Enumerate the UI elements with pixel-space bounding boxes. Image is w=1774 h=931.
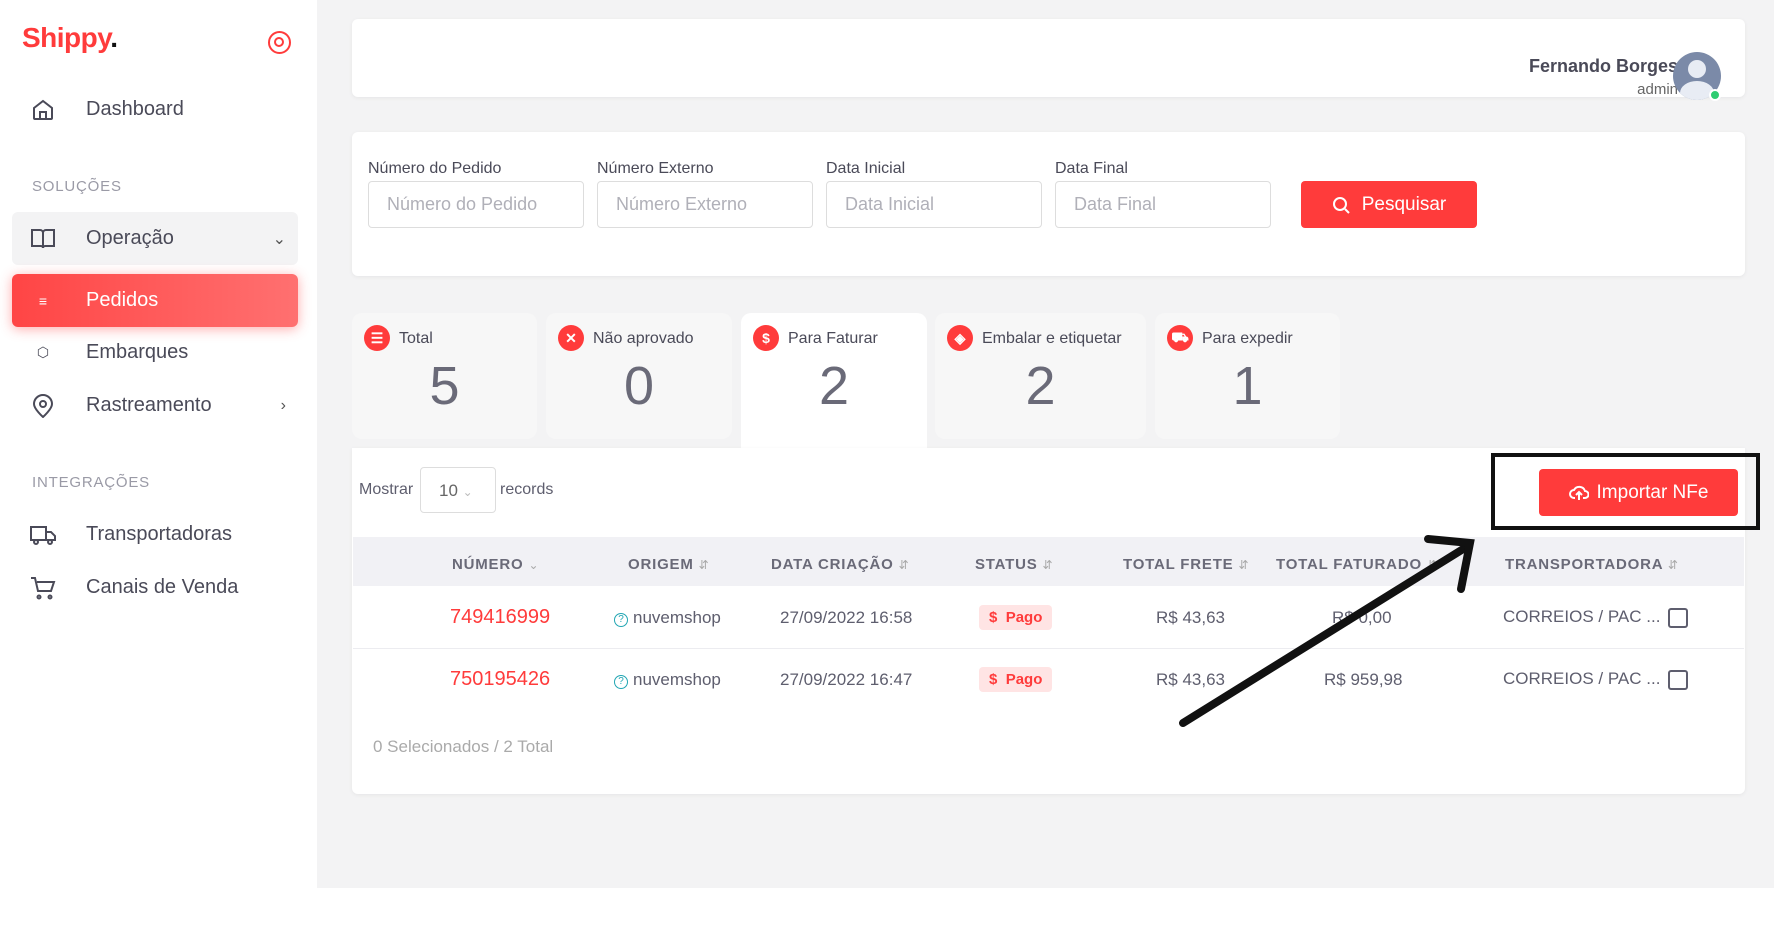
chevron-down-icon: ⌄ [462,485,473,499]
chevron-right-icon: › [280,396,286,414]
edit-icon[interactable] [1668,670,1688,690]
truck-icon [30,524,56,546]
col-transportadora[interactable]: TRANSPORTADORA ⇵ [1505,556,1679,573]
stat-card-para-faturar[interactable]: $ Para Faturar 2 [741,313,927,448]
toggle-sidebar-icon[interactable] [268,31,291,54]
numero-pedido-input[interactable] [368,181,584,228]
edit-icon[interactable] [1668,608,1688,628]
date-cell: 27/09/2022 16:58 [780,608,913,627]
stat-card-embalar-etiquetar[interactable]: ◈ Embalar e etiquetar 2 [935,313,1146,439]
col-total-frete[interactable]: TOTAL FRETE ⇵ [1123,556,1250,573]
col-origem[interactable]: ORIGEM ⇵ [628,556,710,573]
records-label: records [500,481,554,498]
stat-card-nao-aprovado[interactable]: ✕ Não aprovado 0 [546,313,732,439]
status-badge: $ Pago [979,605,1053,630]
sidebar-item-rastreamento[interactable]: Rastreamento › [12,379,298,432]
stat-card-total[interactable]: ☰ Total 5 [352,313,537,439]
numero-externo-input[interactable] [597,181,813,228]
filter-label-numero-pedido: Número do Pedido [368,160,502,177]
col-data-criacao[interactable]: DATA CRIAÇÃO ⇵ [771,556,910,573]
show-label: Mostrar [359,481,414,498]
logo[interactable]: Shippy. [22,22,118,53]
row-divider [353,648,1744,649]
layers-icon: ☰ [364,325,390,351]
col-status[interactable]: STATUS ⇵ [975,556,1054,573]
search-button[interactable]: Pesquisar [1301,181,1477,228]
upload-cloud-icon [1568,485,1589,500]
sidebar-item-pedidos[interactable]: ≡ Pedidos [12,274,298,327]
user-name: Fernando Borges [1528,56,1678,76]
section-solucoes: SOLUÇÕES [32,178,122,195]
sort-icon: ⇵ [898,558,910,572]
highlight-box [1491,453,1760,530]
filter-label-data-final: Data Final [1055,160,1128,177]
x-icon: ✕ [558,325,584,351]
dollar-icon: $ [989,609,998,626]
freight-cell: R$ 43,63 [1156,670,1225,689]
book-icon [30,228,56,250]
carrier-cell: CORREIOS / PAC ... [1503,607,1661,626]
origin-cell: ? nuvemshop [614,670,721,690]
status-badge: $ Pago [979,667,1053,692]
cart-icon [30,576,56,600]
col-numero[interactable]: NÚMERO ⌄ [452,556,540,573]
sidebar-item-dashboard[interactable]: Dashboard [12,83,298,136]
selection-summary: 0 Selecionados / 2 Total [373,737,554,756]
sort-icon: ⇵ [1667,558,1679,572]
sidebar-item-transportadoras[interactable]: Transportadoras [12,508,298,561]
origin-cell: ? nuvemshop [614,608,721,628]
section-integracoes: INTEGRAÇÕES [32,474,150,491]
order-number-link[interactable]: 750195426 [450,668,551,690]
stat-card-para-expedir[interactable]: ⛟ Para expedir 1 [1155,313,1340,439]
filter-label-data-inicial: Data Inicial [826,160,906,177]
online-status-indicator [1709,89,1721,101]
import-nfe-button[interactable]: Importar NFe [1539,469,1738,516]
table-header-row [353,537,1744,586]
invoiced-cell: R$ 959,98 [1324,670,1403,689]
filter-panel [352,132,1745,276]
box-icon: ⬡ [36,344,50,360]
sort-icon: ⇵ [698,558,710,572]
sort-icon: ⇵ [1042,558,1054,572]
data-inicial-input[interactable] [826,181,1042,228]
sidebar: Shippy. Dashboard SOLUÇÕES Operação ⌄ ≡ Pe… [0,0,317,888]
sort-icon: ⇵ [1238,558,1250,572]
dollar-icon: $ [753,325,779,351]
page-size-select[interactable]: 10 ⌄ [420,467,496,513]
order-number-link[interactable]: 749416999 [450,606,551,628]
freight-cell: R$ 43,63 [1156,608,1225,627]
tag-icon: ◈ [947,325,973,351]
sidebar-item-canais-de-venda[interactable]: Canais de Venda [12,561,298,614]
help-circle-icon: ? [614,613,628,627]
sort-desc-icon: ⌄ [528,558,540,572]
truck-icon: ⛟ [1167,325,1193,351]
sidebar-item-embarques[interactable]: ⬡ Embarques [12,326,298,379]
map-pin-icon [30,393,56,418]
dollar-icon: $ [989,671,998,688]
data-final-input[interactable] [1055,181,1271,228]
sidebar-item-operacao[interactable]: Operação ⌄ [12,212,298,265]
chevron-down-icon: ⌄ [272,230,286,248]
search-icon [1332,196,1350,214]
home-icon [30,98,56,122]
filter-label-numero-externo: Número Externo [597,160,714,177]
date-cell: 27/09/2022 16:47 [780,670,913,689]
help-circle-icon: ? [614,675,628,689]
top-header: Fernando Borges admin [352,19,1745,101]
list-icon: ≡ [38,292,48,309]
carrier-cell: CORREIOS / PAC ... [1503,669,1661,688]
user-role: admin [1637,81,1678,98]
